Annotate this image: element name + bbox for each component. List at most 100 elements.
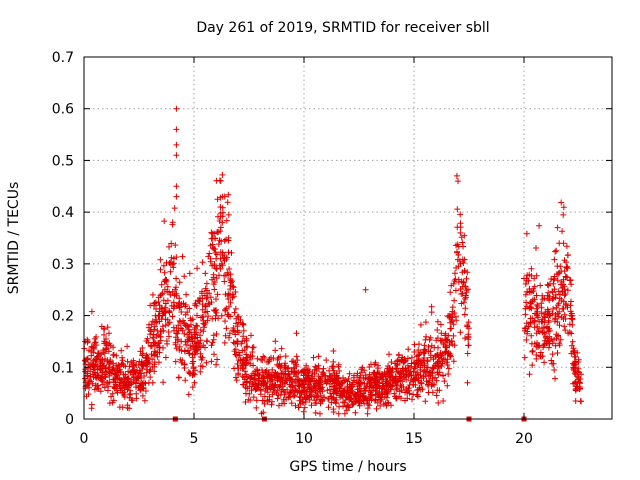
- data-point: [555, 288, 562, 295]
- data-point: [330, 358, 337, 365]
- data-point: [111, 384, 118, 391]
- data-point: [462, 305, 469, 312]
- data-point: [228, 249, 235, 256]
- data-point: [214, 291, 221, 298]
- data-point: [341, 399, 348, 406]
- data-point: [562, 291, 569, 297]
- data-point: [104, 324, 111, 331]
- data-point: [212, 308, 219, 314]
- data-point: [150, 339, 157, 346]
- data-point: [439, 358, 446, 365]
- data-point: [371, 370, 378, 377]
- data-point: [110, 364, 117, 370]
- data-point: [433, 392, 440, 399]
- data-point: [534, 323, 540, 330]
- y-tick-label: 0.3: [52, 257, 74, 273]
- data-point: [403, 386, 410, 392]
- data-point: [312, 409, 319, 416]
- data-point: [315, 378, 322, 385]
- data-point: [161, 306, 168, 313]
- data-point: [84, 372, 91, 379]
- data-point: [186, 350, 193, 357]
- data-point: [411, 349, 418, 355]
- data-point: [139, 352, 146, 359]
- data-point: [197, 353, 204, 360]
- data-point: [558, 278, 565, 285]
- data-point: [208, 358, 215, 365]
- data-point: [233, 377, 240, 384]
- data-point: [385, 368, 392, 375]
- data-point: [340, 403, 346, 410]
- data-point: [177, 356, 184, 363]
- data-point: [144, 354, 151, 360]
- data-point: [139, 382, 146, 388]
- data-point: [204, 308, 211, 315]
- data-point: [91, 386, 98, 393]
- data-point: [269, 366, 276, 373]
- data-point: [148, 343, 155, 350]
- data-point: [423, 364, 430, 371]
- data-point: [403, 367, 410, 374]
- data-point: [392, 375, 399, 382]
- data-point: [462, 283, 469, 290]
- data-point: [226, 266, 233, 272]
- data-point: [242, 368, 248, 375]
- data-point: [186, 329, 193, 336]
- data-point: [158, 291, 165, 298]
- data-point: [402, 397, 408, 404]
- data-point: [312, 387, 319, 394]
- x-tick-label: 20: [515, 431, 533, 447]
- data-point: [166, 309, 173, 316]
- data-point: [118, 376, 125, 383]
- data-point: [113, 387, 120, 394]
- data-point: [544, 306, 551, 313]
- data-point: [145, 355, 152, 362]
- data-point: [208, 229, 215, 236]
- data-point: [559, 228, 566, 235]
- data-point: [234, 327, 241, 334]
- data-point: [158, 281, 165, 288]
- data-point: [261, 400, 268, 407]
- data-point: [366, 371, 373, 378]
- data-point: [451, 342, 458, 349]
- data-point: [217, 224, 224, 231]
- data-point: [439, 350, 446, 357]
- data-point: [550, 295, 557, 302]
- data-point: [569, 321, 576, 328]
- data-point: [313, 399, 320, 406]
- data-point: [211, 351, 217, 358]
- data-point: [300, 381, 307, 388]
- data-point: [97, 374, 104, 381]
- data-point: [552, 375, 558, 382]
- data-point: [352, 409, 359, 416]
- data-point: [124, 343, 131, 350]
- data-point: [274, 395, 281, 402]
- data-point: [421, 355, 428, 361]
- data-point: [422, 398, 429, 405]
- data-point: [202, 270, 209, 277]
- data-point: [364, 410, 371, 417]
- data-point: [160, 327, 167, 334]
- data-point: [186, 305, 193, 312]
- data-point: [292, 402, 299, 409]
- data-point: [294, 357, 301, 364]
- data-point: [171, 205, 178, 212]
- data-point: [175, 337, 181, 344]
- data-point: [155, 340, 162, 347]
- data-point: [110, 366, 117, 373]
- data-point: [396, 352, 402, 359]
- data-point: [167, 291, 174, 298]
- data-point: [447, 353, 454, 360]
- data-point: [113, 362, 120, 369]
- data-point: [561, 268, 568, 275]
- data-point: [533, 355, 540, 362]
- data-point: [460, 299, 467, 306]
- data-point: [431, 362, 438, 369]
- data-point: [182, 338, 189, 345]
- data-point: [215, 315, 222, 322]
- data-point: [460, 243, 466, 250]
- data-point: [183, 291, 190, 298]
- data-point: [101, 331, 107, 338]
- data-point: [465, 342, 472, 349]
